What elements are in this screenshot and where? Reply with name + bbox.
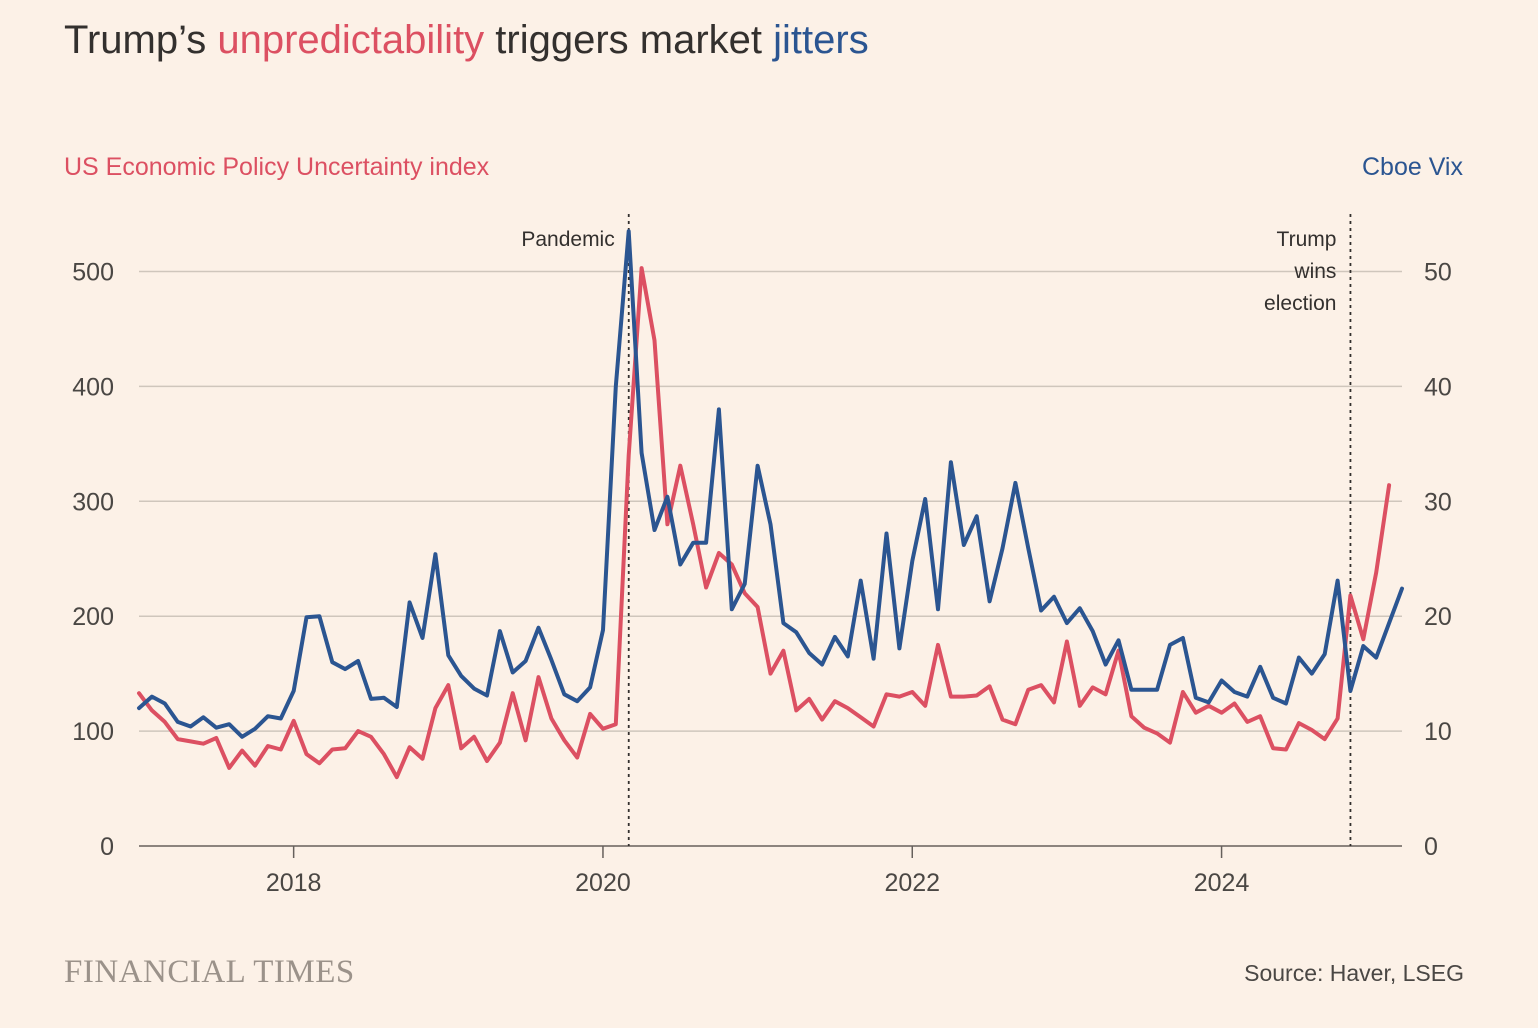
title-highlight-red: unpredictability [217, 18, 485, 62]
x-tick-label: 2018 [266, 869, 322, 897]
right-tick-label: 10 [1424, 718, 1452, 746]
annotation-label: Trump [1277, 228, 1337, 251]
annotation-label: election [1264, 292, 1336, 315]
left-tick-label: 500 [72, 259, 114, 287]
epu-series-line [137, 266, 1392, 780]
annotation-label: Pandemic [521, 228, 614, 251]
right-tick-label: 50 [1424, 259, 1452, 287]
title-middle: triggers market [484, 18, 774, 62]
left-tick-label: 300 [72, 488, 114, 516]
x-tick-label: 2024 [1194, 869, 1250, 897]
right-axis-title: Cboe Vix [1362, 153, 1463, 181]
left-tick-label: 0 [100, 833, 114, 861]
x-tick-label: 2022 [884, 869, 940, 897]
series-lines [137, 229, 1404, 780]
left-tick-label: 100 [72, 718, 114, 746]
left-axis-title: US Economic Policy Uncertainty index [64, 153, 490, 181]
axis-ticks: 0 100 200 300 400 500 0 10 20 30 40 50 2018 2020 2022 2… [72, 259, 1452, 898]
source-note: Source: Haver, LSEG [1244, 960, 1464, 986]
right-tick-label: 40 [1424, 373, 1452, 401]
title-prefix: Trump’s [64, 18, 218, 62]
vix-series-line [137, 229, 1404, 739]
chart-title: Trump’s unpredictability triggers market… [64, 14, 869, 66]
x-tick-label: 2020 [575, 869, 631, 897]
left-tick-label: 200 [72, 603, 114, 631]
title-highlight-blue: jitters [773, 18, 869, 62]
right-tick-label: 0 [1424, 833, 1438, 861]
annotation-label: wins [1293, 260, 1336, 283]
gridlines [139, 270, 1402, 847]
right-tick-label: 20 [1424, 603, 1452, 631]
annotations: Pandemic Trump wins election [521, 214, 1352, 846]
ft-logo: FINANCIAL TIMES [64, 954, 355, 990]
right-tick-label: 30 [1424, 488, 1452, 516]
left-tick-label: 400 [72, 373, 114, 401]
